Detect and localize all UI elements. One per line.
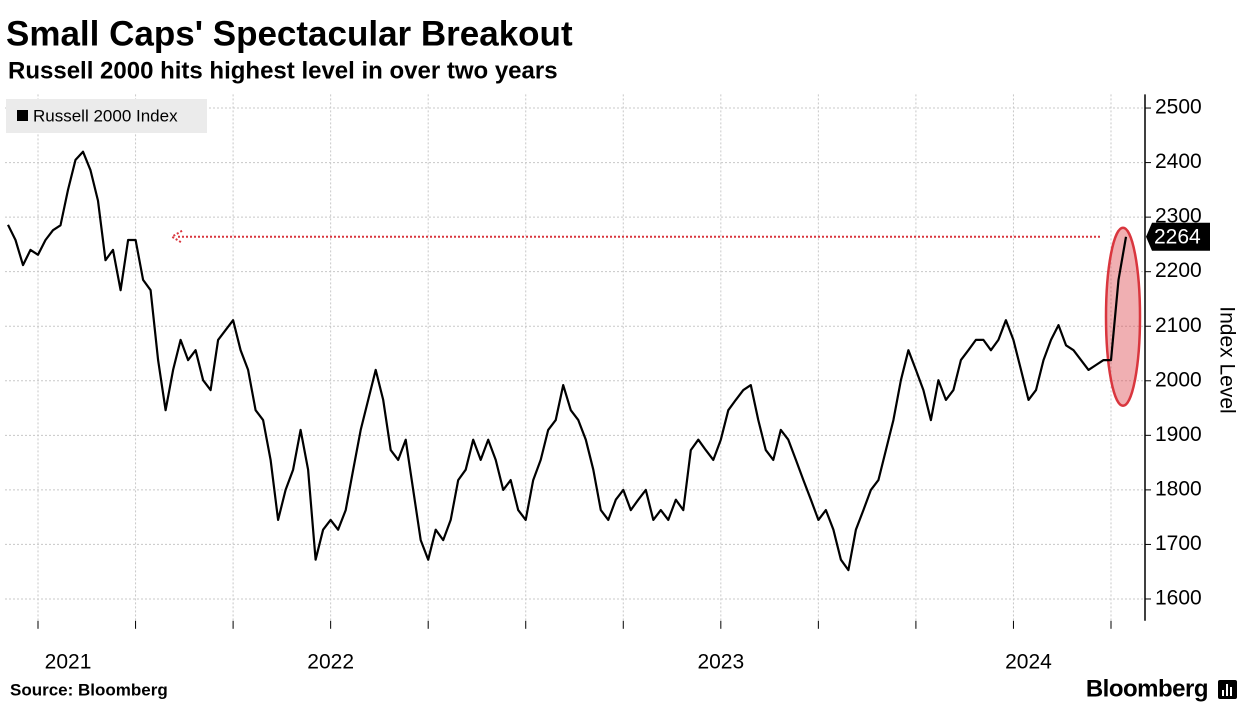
x-tick-label: 2022: [307, 651, 354, 674]
y-tick-label: 2300: [1155, 205, 1202, 228]
legend-label: Russell 2000 Index: [33, 106, 178, 125]
line: [7, 150, 1128, 572]
legend-box: [6, 99, 207, 133]
legend: Russell 2000 Index: [6, 99, 207, 133]
legend-swatch: [17, 110, 28, 121]
chart-subtitle: Russell 2000 hits highest level in over …: [8, 57, 558, 84]
x-tick-label: 2023: [697, 651, 744, 674]
chart-title: Small Caps' Spectacular Breakout: [6, 14, 573, 53]
x-tick-label: 2024: [1005, 651, 1052, 674]
y-tick-label: 1900: [1155, 423, 1202, 446]
y-tick-label: 2200: [1155, 259, 1202, 282]
y-tick-label: 2400: [1155, 150, 1202, 173]
brand: Bloomberg: [1086, 675, 1208, 702]
source: Source: Bloomberg: [10, 680, 168, 699]
tag-box: [1146, 222, 1210, 251]
y-tick-label: 2500: [1155, 96, 1202, 119]
y-tick-label: 1600: [1155, 587, 1202, 610]
x-tick-label: 2021: [45, 651, 92, 674]
y-tick-label: 1700: [1155, 532, 1202, 555]
arrow-head: [170, 229, 183, 244]
y-tick-label: 2100: [1155, 314, 1202, 337]
y-tick-label: 1800: [1155, 477, 1202, 500]
last-value-label: 2264: [1154, 225, 1201, 248]
y-axis-label: Index Level: [1215, 306, 1238, 413]
brand-icon: [1218, 680, 1237, 699]
last-value-tag: 2264: [1146, 222, 1210, 251]
highlight-ellipse: [1104, 226, 1142, 408]
y-tick-label: 2000: [1155, 368, 1202, 391]
